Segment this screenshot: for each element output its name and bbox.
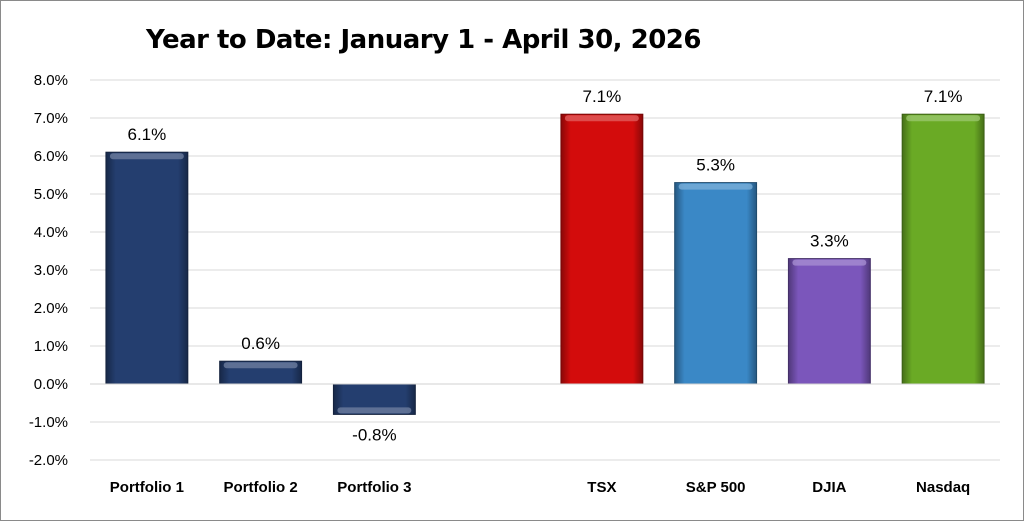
bars [105,113,985,415]
bar-highlight [678,183,753,190]
data-labels: 6.1% 0.6% -0.8% 7.1% 5.3% 3.3% 7.1% [128,87,963,444]
bar-highlight [564,115,639,122]
x-tick-label: S&P 500 [686,479,746,496]
y-tick-label: 3.0% [34,262,68,279]
bar-highlight [906,115,981,122]
data-label: 6.1% [128,125,167,144]
data-label: 7.1% [924,87,963,106]
y-tick-label: 7.0% [34,110,68,127]
y-tick-label: 5.0% [34,186,68,203]
bar [674,182,758,385]
bar [901,113,985,385]
bar [560,113,644,385]
bar [787,258,871,385]
data-label: 5.3% [696,156,735,175]
y-tick-label: 1.0% [34,338,68,355]
bar-highlight [792,259,867,266]
x-axis-ticks: Portfolio 1 Portfolio 2 Portfolio 3 TSX S&P … [110,479,970,496]
x-tick-label: Portfolio 2 [224,479,298,496]
x-tick-label: Portfolio 1 [110,479,184,496]
x-tick-label: Nasdaq [916,479,970,496]
y-tick-label: 8.0% [34,72,68,89]
x-tick-label: Portfolio 3 [337,479,411,496]
bar-highlight [337,407,412,414]
y-tick-label: 2.0% [34,300,68,317]
x-tick-label: DJIA [812,479,846,496]
x-tick-label: TSX [587,479,616,496]
data-label: 3.3% [810,232,849,251]
y-tick-label: -1.0% [29,414,68,431]
y-axis-ticks: -2.0% -1.0% 0.0% 1.0% 2.0% 3.0% 4.0% 5.0% 6.0% 7.… [29,72,68,469]
chart-title: Year to Date: January 1 - April 30, 2026 [146,25,701,55]
data-label: 7.1% [583,87,622,106]
data-label: -0.8% [352,425,396,444]
y-tick-label: 0.0% [34,376,68,393]
bar-highlight [223,362,298,369]
y-tick-label: 4.0% [34,224,68,241]
bar-highlight [109,153,184,160]
data-label: 0.6% [241,334,280,353]
bar [105,151,189,385]
y-tick-label: 6.0% [34,148,68,165]
y-tick-label: -2.0% [29,452,68,469]
